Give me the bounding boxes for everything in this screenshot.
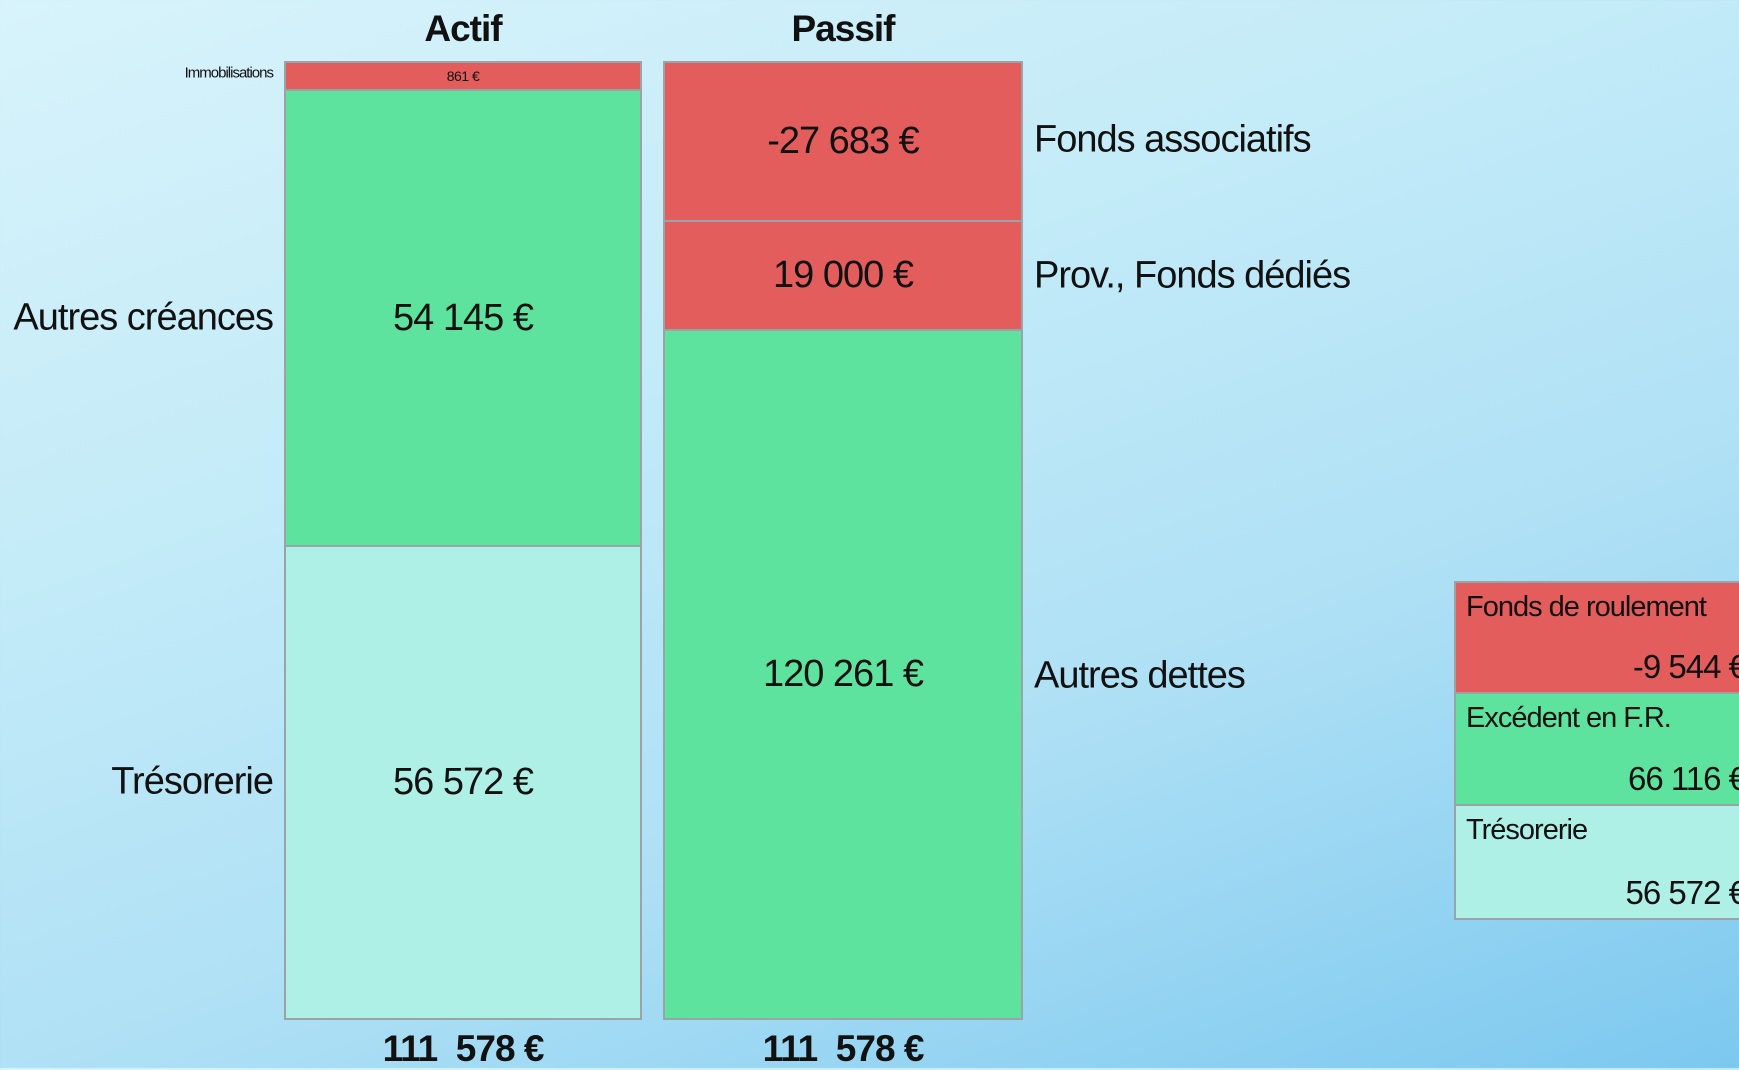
passif-label: Autres dettes (1034, 654, 1246, 697)
summary-label: Fonds de roulement (1466, 591, 1707, 623)
passif-label: Fonds associatifs (1034, 118, 1312, 161)
actif-total: 111 578 € (382, 1028, 545, 1069)
summary-row: Trésorerie 56 572 € (1454, 804, 1739, 920)
summary-value: -9 544 € (1632, 648, 1739, 685)
actif-block: 861 € (284, 61, 642, 91)
summary-row: Excédent en F.R. 66 116 € (1454, 692, 1739, 806)
actif-label: Autres créances (13, 296, 274, 339)
actif-title: Actif (424, 8, 502, 49)
actif-label: Immobilisations (184, 64, 274, 82)
actif-label: Trésorerie (111, 760, 274, 803)
actif-block: 54 145 € (284, 89, 642, 547)
summary-table: Fonds de roulement -9 544 € Excédent en … (1454, 581, 1739, 920)
passif-block: 120 261 € (663, 329, 1023, 1020)
passif-label: Prov., Fonds dédiés (1034, 254, 1351, 297)
passif-title: Passif (791, 8, 895, 49)
actif-block: 56 572 € (284, 545, 642, 1020)
summary-label: Trésorerie (1466, 814, 1588, 846)
summary-value: 56 572 € (1625, 874, 1739, 911)
summary-label: Excédent en F.R. (1466, 702, 1672, 734)
passif-total: 111 578 € (762, 1028, 925, 1069)
passif-block: -27 683 € (663, 61, 1023, 222)
summary-value: 66 116 € (1627, 760, 1739, 797)
passif-block: 19 000 € (663, 220, 1023, 331)
summary-row: Fonds de roulement -9 544 € (1454, 581, 1739, 694)
